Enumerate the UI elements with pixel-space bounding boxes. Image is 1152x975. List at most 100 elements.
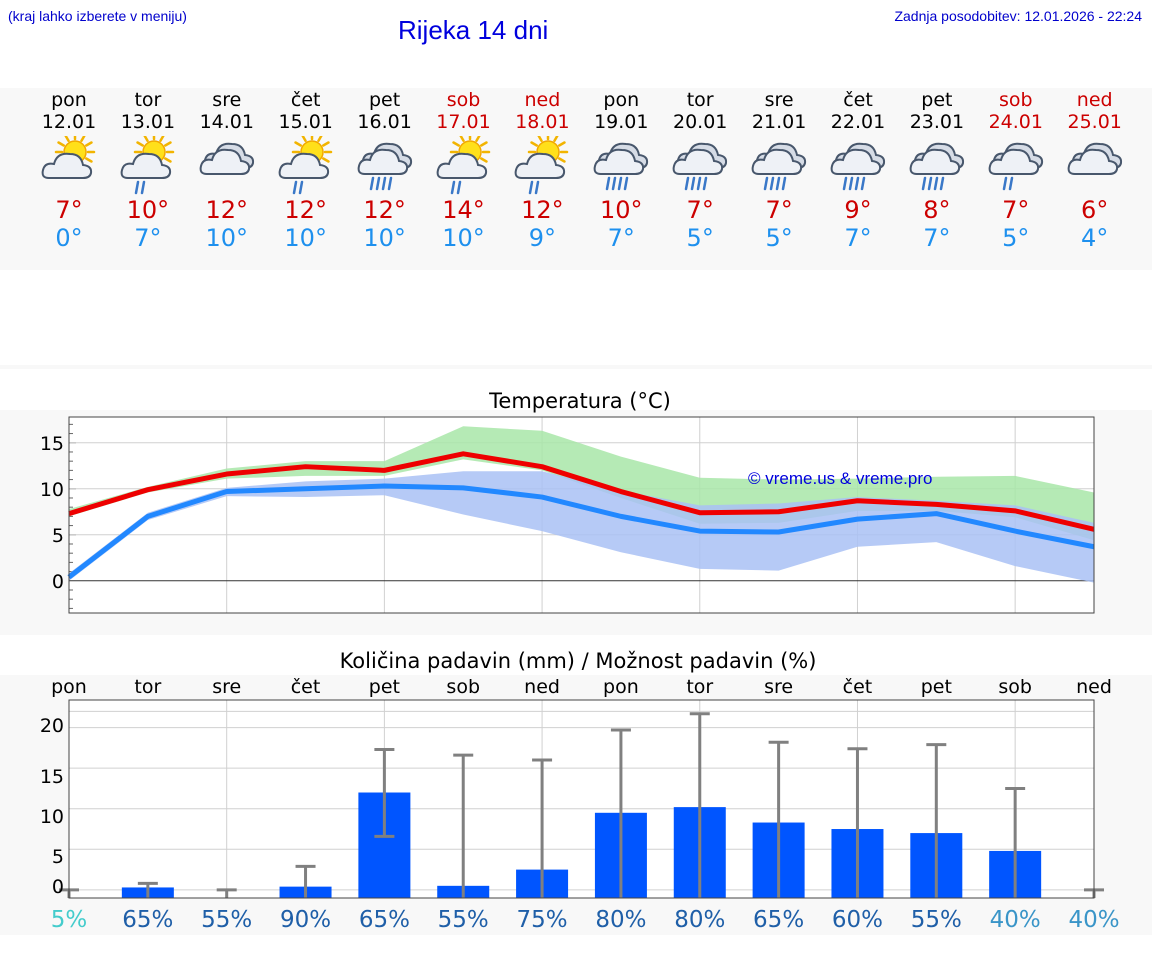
max-temperature: 6° [1081,196,1109,224]
min-temperature: 10° [205,224,249,252]
cloud-rain-icon [909,142,964,191]
cloud-light-rain-icon [988,142,1043,191]
sun-ray [479,157,488,163]
day-date: 12.01 [41,111,97,133]
x-category-label: čet [843,676,873,698]
rain-drop [369,176,374,191]
rain-drop [140,180,146,195]
sun-ray [159,136,165,142]
sun-ray [163,141,172,147]
y-tick-label: 15 [40,766,64,788]
day-date: 17.01 [436,111,491,133]
day-name: čet [843,89,873,111]
rain-drop [535,180,540,195]
max-temperature: 7° [1002,196,1030,224]
precipitation-probability: 65% [122,907,173,933]
rain-drop [1002,176,1008,191]
day-date: 14.01 [199,111,254,133]
sun-ray [553,136,560,142]
sun-ray [321,157,330,163]
rain-drop [612,176,617,191]
y-tick-label: 0 [52,876,64,898]
min-temperature: 5° [686,224,714,252]
sun-cloud-light-rain-icon [515,136,569,195]
location-hint: (kraj lahko izberete v meniju) [8,8,187,24]
rain-drop [702,176,708,191]
cloud-shape [357,148,408,175]
rain-drop [927,176,933,191]
plot-frame [68,699,1095,899]
precipitation-probability: 5% [51,907,88,933]
precipitation-probability: 65% [359,907,410,933]
precipitation-probability: 55% [438,907,489,933]
cloud-rain-icon [672,142,728,191]
rain-drop [450,180,455,195]
rain-drop [618,176,623,191]
rain-drop [696,176,702,191]
x-category-label: ned [1076,676,1112,698]
day-date: 22.01 [830,111,886,133]
day-date: 20.01 [672,111,728,133]
day-name: pon [603,89,640,111]
rain-drop [381,176,386,191]
min-temperature: 10° [284,224,327,252]
precipitation-probability: 40% [990,907,1041,933]
cloud-shape [436,152,487,179]
min-temperature: 7° [607,224,635,252]
day-name: ned [1076,89,1113,111]
precipitation-probability: 75% [517,907,568,933]
daily-forecast-strip: pon 12.01 7° 0° tor 13.01 10° 7° sre 14.01 12° 10° č… [0,88,1152,270]
cloud-rain-icon [830,142,886,191]
forecast-band [0,88,1152,270]
precipitation-probability: 90% [280,907,331,933]
precipitation-probability: 55% [201,907,252,933]
rain-drop [933,176,939,191]
cloud-shape [751,148,803,175]
rain-drop [921,176,927,191]
sun-ray [316,136,323,142]
x-category-label: sre [212,676,241,698]
x-category-label: ned [524,676,560,698]
day-date: 13.01 [120,111,176,133]
day-date: 18.01 [515,111,570,133]
sun-ray [64,136,70,142]
min-temperature: 0° [55,224,83,252]
x-category-label: sob [446,676,480,698]
rain-drop [690,176,696,191]
sun-ray [57,141,65,147]
rain-drop [456,180,461,195]
max-temperature: 7° [765,196,793,224]
sun-ray [537,136,544,142]
day-name: tor [134,89,162,111]
min-temperature: 7° [844,224,872,252]
cloud-rain-icon [751,142,807,191]
y-tick-label: 10 [40,479,64,501]
cloud-shape [1067,148,1118,175]
rain-drop [781,176,787,191]
x-category-label: sob [998,676,1032,698]
watermark: © vreme.us & vreme.pro [748,469,932,488]
y-tick-label: 0 [52,571,64,593]
x-category-label: tor [686,676,713,698]
chart-title: Temperatura (°C) [488,389,671,413]
min-temperature: 4° [1081,224,1109,252]
precipitation-probability: 40% [1068,907,1119,933]
min-temperature-line [67,483,1095,580]
sun-ray [85,157,93,163]
precipitation-probability: 60% [832,907,883,933]
divider-band [0,365,1152,369]
sun-ray [293,141,302,147]
max-temperature-line [68,451,1095,532]
cloud-shape [909,148,960,175]
cloud-shape [988,148,1039,175]
rain-drop [387,176,392,191]
rain-drop [842,176,848,191]
partly-sunny-icon [41,136,96,179]
max-temperature: 12° [205,196,249,224]
day-name: sob [446,89,481,111]
max-temperature: 9° [844,196,872,224]
max-temperature: 7° [55,196,83,224]
rain-drop [529,180,534,195]
sun-ray [80,136,86,142]
